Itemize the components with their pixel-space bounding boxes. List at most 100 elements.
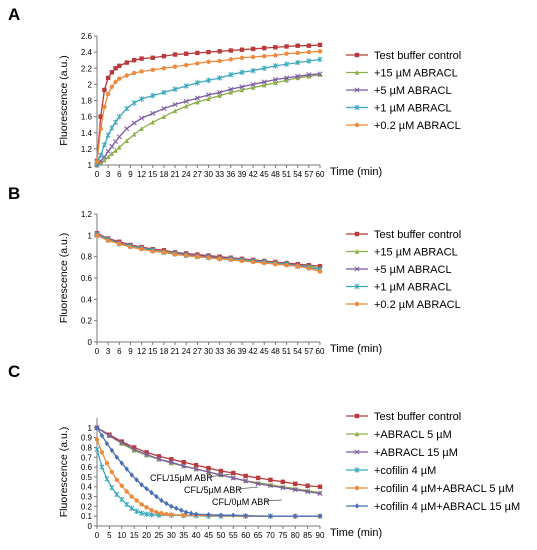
data-point bbox=[105, 91, 111, 97]
x-tick-label: 42 bbox=[249, 347, 258, 356]
data-point bbox=[94, 446, 100, 453]
legend-marker bbox=[354, 485, 360, 491]
panel-label-a: A bbox=[8, 5, 21, 24]
annotation-label: CFL/15µM ABR bbox=[150, 473, 213, 483]
y-tick-label: 0.4 bbox=[81, 295, 93, 304]
data-point bbox=[262, 260, 267, 266]
data-point bbox=[134, 498, 139, 503]
legend-marker bbox=[354, 503, 360, 509]
annotation-label: CFL/5µM ABR bbox=[184, 485, 242, 495]
y-tick-label: 1.6 bbox=[81, 113, 93, 122]
data-point bbox=[139, 510, 145, 516]
series-1 bbox=[94, 72, 323, 168]
data-point bbox=[144, 452, 149, 458]
data-point bbox=[228, 86, 234, 92]
x-tick-label: 57 bbox=[304, 347, 313, 356]
y-tick-label: 0.6 bbox=[81, 274, 93, 283]
legend-marker bbox=[354, 467, 360, 473]
data-point bbox=[139, 115, 145, 121]
data-point bbox=[139, 482, 144, 488]
data-point bbox=[205, 77, 212, 84]
data-point bbox=[250, 46, 256, 52]
data-point bbox=[144, 485, 149, 492]
data-point bbox=[184, 103, 189, 109]
data-point bbox=[262, 53, 267, 59]
x-tick-label: 12 bbox=[137, 347, 146, 356]
legend-entry: +5 µM ABRACL bbox=[346, 264, 452, 276]
x-tick-label: 51 bbox=[282, 170, 291, 179]
data-point bbox=[239, 47, 245, 52]
data-point bbox=[124, 466, 129, 472]
y-tick-label: 1 bbox=[88, 424, 93, 433]
panel-label-c: C bbox=[8, 362, 21, 381]
x-tick-label: 3 bbox=[106, 347, 111, 356]
data-point bbox=[262, 82, 267, 88]
legend-label: Test buffer control bbox=[374, 50, 461, 62]
y-tick-label: 0 bbox=[88, 338, 93, 347]
data-point bbox=[159, 497, 164, 504]
x-tick-label: 9 bbox=[128, 347, 133, 356]
data-point bbox=[168, 459, 174, 465]
legend-marker bbox=[354, 301, 360, 307]
legend-marker bbox=[354, 231, 360, 237]
data-point bbox=[283, 75, 290, 81]
x-tick-label: 0 bbox=[95, 531, 100, 540]
x-tick-label: 65 bbox=[254, 531, 263, 540]
data-point bbox=[195, 61, 200, 66]
data-point bbox=[114, 477, 120, 483]
data-point bbox=[109, 84, 115, 89]
data-point bbox=[205, 469, 212, 475]
data-point bbox=[139, 126, 144, 131]
data-point bbox=[261, 79, 267, 85]
data-point bbox=[98, 126, 103, 131]
data-point bbox=[284, 51, 289, 56]
data-point bbox=[217, 49, 222, 54]
x-tick-label: 45 bbox=[204, 531, 213, 540]
data-point bbox=[134, 477, 139, 483]
data-point bbox=[228, 57, 233, 62]
data-point bbox=[129, 505, 135, 512]
data-point bbox=[183, 98, 189, 104]
data-point bbox=[109, 125, 115, 131]
data-point bbox=[273, 53, 278, 58]
data-point bbox=[305, 483, 310, 488]
x-tick-label: 36 bbox=[226, 347, 235, 356]
data-point bbox=[156, 454, 162, 459]
data-point bbox=[218, 472, 224, 478]
data-point bbox=[183, 83, 189, 89]
data-point bbox=[262, 45, 267, 51]
data-point bbox=[284, 263, 289, 268]
data-point bbox=[159, 511, 164, 516]
chart-panel-b: 00.20.40.60.811.20 3 6 9 12 15 18 21 24 27 30 33 36 3… bbox=[58, 210, 461, 356]
data-point bbox=[119, 440, 124, 446]
data-point bbox=[231, 512, 236, 518]
data-point bbox=[306, 58, 312, 64]
x-tick-label: 6 bbox=[117, 347, 122, 356]
series-2 bbox=[94, 425, 323, 497]
legend-marker bbox=[354, 431, 360, 437]
data-point bbox=[109, 469, 115, 475]
data-point bbox=[280, 479, 286, 485]
series-line bbox=[96, 74, 321, 166]
data-point bbox=[206, 465, 211, 471]
data-point bbox=[231, 470, 236, 476]
y-tick-label: 2.2 bbox=[81, 64, 93, 73]
x-tick-label: 60 bbox=[316, 347, 325, 356]
data-point bbox=[172, 86, 178, 92]
data-point bbox=[169, 512, 174, 517]
x-tick-label: 30 bbox=[167, 531, 176, 540]
legend-marker bbox=[354, 266, 360, 272]
x-tick-label: 21 bbox=[171, 347, 180, 356]
data-point bbox=[217, 58, 222, 64]
data-point bbox=[239, 87, 245, 93]
data-point bbox=[139, 247, 144, 252]
data-point bbox=[149, 508, 154, 513]
data-point bbox=[230, 475, 236, 481]
data-point bbox=[217, 75, 223, 81]
data-point bbox=[99, 450, 105, 455]
y-tick-label: 0 bbox=[88, 522, 93, 531]
legend-entry: Test buffer control bbox=[346, 50, 461, 62]
data-point bbox=[317, 42, 323, 48]
annotation-label: CFL/0µM ABR bbox=[212, 497, 270, 507]
data-point bbox=[169, 460, 174, 466]
